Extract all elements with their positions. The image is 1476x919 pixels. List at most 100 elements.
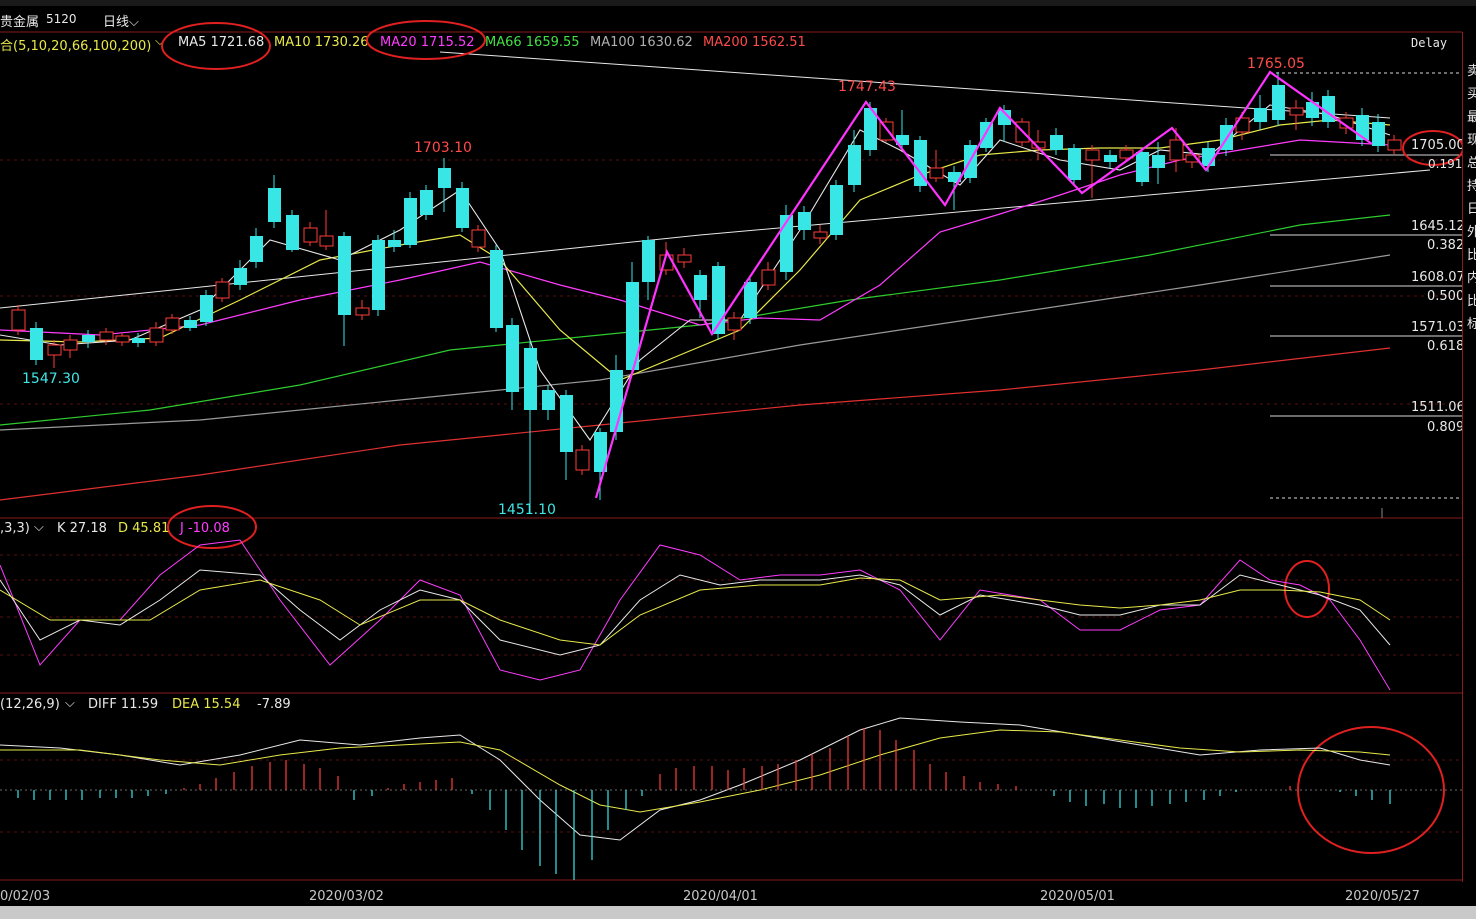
side-glyph: 买 xyxy=(1467,87,1476,102)
candle-body xyxy=(82,335,95,342)
period-label: 日线 xyxy=(103,15,130,30)
status-bar xyxy=(0,906,1476,919)
fib-ratio: 0.382 xyxy=(1427,238,1465,253)
instrument-name[interactable]: 贵金属 xyxy=(0,15,40,30)
candle-body xyxy=(761,269,776,286)
price-low-label: 1451.10 xyxy=(498,502,556,518)
kdj-k-value: K 27.18 xyxy=(57,521,107,536)
candle-body xyxy=(30,328,43,360)
candle-body xyxy=(712,266,725,334)
candle-body xyxy=(1202,148,1215,166)
candle-body xyxy=(303,227,318,243)
kdj-d-value: D 45.81 xyxy=(118,521,170,536)
candle-body xyxy=(420,190,433,215)
candle-body xyxy=(1387,139,1402,151)
side-glyph: 日 xyxy=(1467,202,1476,217)
ma100-value: MA100 1630.62 xyxy=(590,35,693,50)
fib-ratio-label: 0.191 xyxy=(1428,157,1463,171)
candle-body xyxy=(727,317,742,331)
delay-label: Delay xyxy=(1411,36,1448,50)
side-glyph: 内 xyxy=(1467,271,1476,286)
candle-body xyxy=(165,317,180,331)
candle-body xyxy=(914,140,927,186)
candle-body xyxy=(542,390,555,410)
candle-body xyxy=(471,229,486,248)
candle-body xyxy=(1085,149,1100,161)
candle-body xyxy=(1169,139,1184,161)
candle-body xyxy=(744,282,757,318)
chevron-down-icon[interactable]: ⌵ xyxy=(155,34,165,49)
price-grid xyxy=(0,159,1462,833)
candle-body xyxy=(1254,108,1267,122)
period-selector[interactable]: 日线⌵ xyxy=(103,11,139,30)
candle-body xyxy=(438,168,451,188)
fib-ratio: 0.618 xyxy=(1427,339,1465,354)
ma200-value: MA200 1562.51 xyxy=(703,35,806,50)
side-glyph: 最 xyxy=(1467,110,1476,125)
candle-body xyxy=(132,338,145,343)
ma66-value: MA66 1659.55 xyxy=(485,35,580,50)
chevron-down-icon[interactable]: ⌵ xyxy=(34,520,44,535)
candle-body xyxy=(355,307,370,316)
candle-body xyxy=(234,268,247,285)
date-label: 2020/04/01 xyxy=(683,889,758,904)
ma-combo-label[interactable]: 合(5,10,20,66,100,200) xyxy=(0,39,152,54)
candle-body xyxy=(149,327,164,343)
candle-body xyxy=(1152,155,1165,168)
ma10-value: MA10 1730.26 xyxy=(274,35,369,50)
fib-value: 1645.12 xyxy=(1411,219,1465,234)
candle-body xyxy=(47,344,62,356)
price-high-label: 1747.43 xyxy=(838,79,896,95)
side-panel-strip[interactable]: 卖 买 最 现 总 持 日 外 比 内 比 标 xyxy=(1462,32,1476,882)
candle-body xyxy=(268,188,281,222)
candle-body xyxy=(250,236,263,262)
instrument-code: 5120 xyxy=(46,12,77,26)
macd-histogram xyxy=(17,728,1391,880)
chart-canvas[interactable] xyxy=(0,0,1462,906)
candle-body xyxy=(1068,148,1081,180)
side-glyph: 比 xyxy=(1467,294,1476,309)
candle-body xyxy=(879,121,894,141)
candle-body xyxy=(575,449,590,471)
price-high-label: 1703.10 xyxy=(414,140,472,156)
candle-body xyxy=(626,282,639,370)
candle-body xyxy=(372,240,385,310)
candle-body xyxy=(200,295,213,322)
fib-value: 1608.07 xyxy=(1411,270,1465,285)
candle-body xyxy=(1104,155,1117,162)
kdj-d-line xyxy=(0,577,1391,646)
candle-body xyxy=(694,275,707,300)
candle-body xyxy=(980,122,993,148)
ma100-line xyxy=(0,254,1391,431)
candle-body xyxy=(1306,102,1319,118)
candle-body xyxy=(560,395,573,452)
kdj-params[interactable]: ,3,3) xyxy=(0,521,30,536)
chevron-down-icon: ⌵ xyxy=(129,15,139,30)
candle-body xyxy=(642,240,655,282)
macd-params[interactable]: (12,26,9) xyxy=(0,697,60,712)
side-glyph: 持 xyxy=(1467,179,1476,194)
date-label: 2020/05/27 xyxy=(1345,889,1420,904)
candle-body xyxy=(830,185,843,235)
candle-body xyxy=(319,235,334,247)
macd-diff-line xyxy=(0,717,1391,841)
candle-body xyxy=(677,254,692,263)
window-top-strip xyxy=(0,0,1476,6)
price-low-label: 1547.30 xyxy=(22,371,80,387)
candle-body xyxy=(215,281,230,299)
candlestick-series[interactable] xyxy=(11,72,1402,514)
date-label: 0/02/03 xyxy=(0,889,51,904)
chart-title-bar: 贵金属 5120 日线⌵ xyxy=(0,8,1476,32)
chevron-down-icon[interactable]: ⌵ xyxy=(65,696,75,711)
ma20-line xyxy=(0,139,1391,336)
side-glyph: 标 xyxy=(1467,317,1476,332)
date-label: 2020/03/02 xyxy=(309,889,384,904)
ma20-value: MA20 1715.52 xyxy=(380,35,475,50)
candle-body xyxy=(610,370,623,432)
candle-body xyxy=(388,240,401,247)
candle-body xyxy=(1372,122,1385,146)
candle-body xyxy=(998,110,1011,125)
candle-body xyxy=(456,188,469,228)
candle-body xyxy=(594,432,607,472)
candle-body xyxy=(99,331,114,341)
